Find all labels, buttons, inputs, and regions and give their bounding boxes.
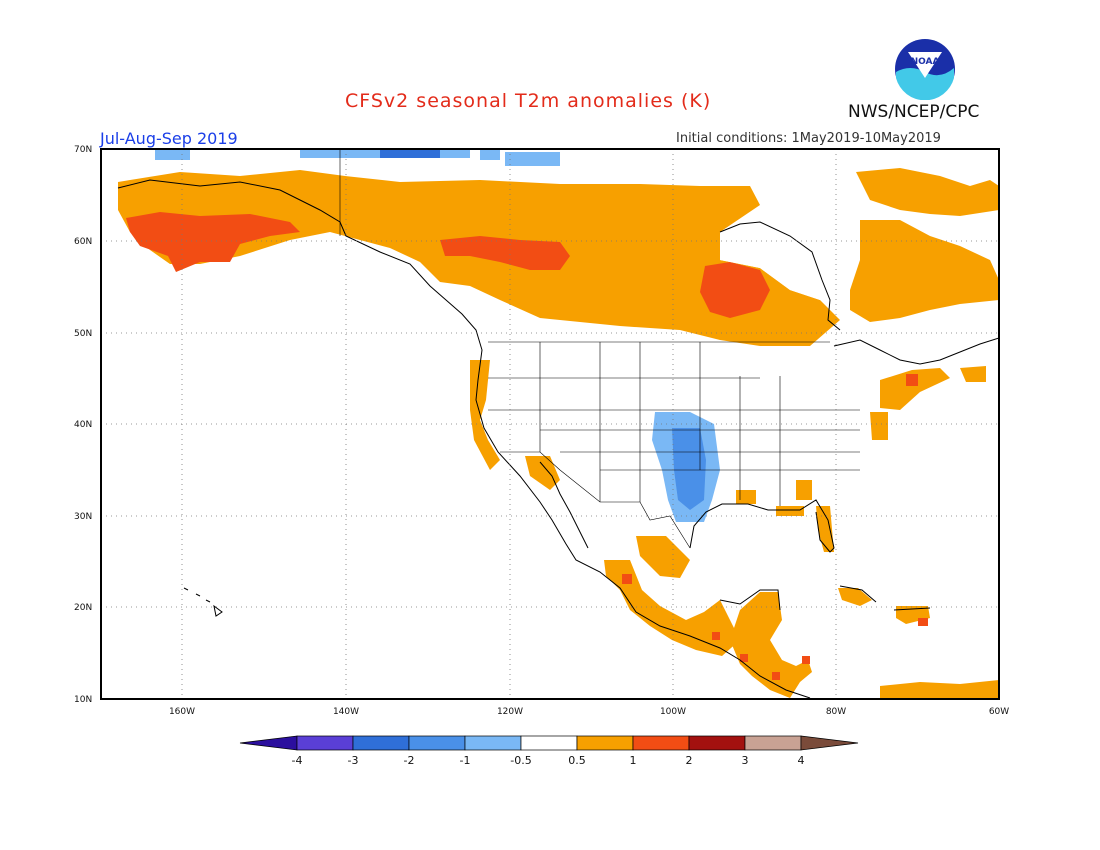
caribbean-strong-region xyxy=(918,618,928,626)
colorbar-swatch xyxy=(688,735,746,751)
great-plains-cooler-region xyxy=(672,428,706,510)
colorbar-swatch xyxy=(464,735,522,751)
plot-frame xyxy=(100,148,1000,700)
colorbar-arrow-low xyxy=(239,735,298,751)
new-england-strong-region xyxy=(906,374,918,386)
lon-label: 120W xyxy=(497,707,523,717)
lon-label: 160W xyxy=(169,707,195,717)
colorbar-tick-label: 3 xyxy=(742,754,749,767)
lat-label: 30N xyxy=(74,512,92,522)
lat-label: 20N xyxy=(74,603,92,613)
labrador-warm-region xyxy=(850,220,999,322)
grid xyxy=(101,149,999,699)
lat-label: 70N xyxy=(74,145,92,155)
colorbar-tick-label: -4 xyxy=(292,754,303,767)
colorbar-arrow-high xyxy=(800,735,859,751)
colorbar-tick-label: 2 xyxy=(686,754,693,767)
lon-label: 100W xyxy=(660,707,686,717)
anomaly-fields xyxy=(117,149,999,699)
central-america-strong-region xyxy=(740,654,810,680)
longitude-labels: 160W 140W 120W 100W 80W 60W xyxy=(169,707,1009,717)
southwest-warm-region xyxy=(525,456,560,490)
alaska-south-strong-region xyxy=(126,212,300,272)
canada-neutral-gap xyxy=(720,230,840,300)
colorbar-tick-label: -1 xyxy=(460,754,471,767)
greenland-warm-region xyxy=(856,168,999,216)
new-england-warm-region xyxy=(870,366,986,440)
lat-label: 60N xyxy=(74,237,92,247)
forecast-period: Jul-Aug-Sep 2019 xyxy=(100,129,238,148)
latitude-labels: 70N 60N 50N 40N 30N 20N 10N xyxy=(74,145,92,705)
alaska-warm-region xyxy=(118,170,840,346)
colorbar-tick-label: -3 xyxy=(348,754,359,767)
arctic-cooler-region xyxy=(380,149,440,158)
colorbar-tick-label: 1 xyxy=(630,754,637,767)
hudson-bay-strong-region xyxy=(700,262,770,318)
map-title: CFSv2 seasonal T2m anomalies (K) xyxy=(345,90,712,112)
initial-conditions: Initial conditions: 1May2019-10May2019 xyxy=(676,131,941,146)
noaa-logo-gull xyxy=(908,52,942,78)
coastlines xyxy=(117,179,999,699)
colorbar-swatch xyxy=(744,735,802,751)
agency-label: NWS/NCEP/CPC xyxy=(848,102,980,122)
colorbar-swatch xyxy=(296,735,354,751)
political-borders xyxy=(339,150,860,549)
colorbar-swatch xyxy=(520,735,578,751)
colorbar-swatch xyxy=(632,735,690,751)
central-america-warm-region xyxy=(730,592,812,698)
lat-label: 40N xyxy=(74,420,92,430)
colorbar-swatch xyxy=(408,735,466,751)
colorbar-swatch xyxy=(352,735,410,751)
lat-label: 50N xyxy=(74,329,92,339)
noaa-logo-text: NOAA xyxy=(911,57,940,67)
mexico-strong-region xyxy=(622,574,720,640)
colorbar-tick-label: 4 xyxy=(798,754,805,767)
mexico-warm-region xyxy=(604,536,740,656)
lat-label: 10N xyxy=(74,695,92,705)
colorbar-tick-label: 0.5 xyxy=(568,754,586,767)
caribbean-warm-region xyxy=(838,588,999,699)
colorbar-swatch xyxy=(576,735,634,751)
nw-canada-strong-region xyxy=(440,236,570,270)
lon-label: 60W xyxy=(989,707,1009,717)
noaa-logo: NOAA xyxy=(895,39,955,100)
lon-label: 140W xyxy=(333,707,359,717)
arctic-cool-region xyxy=(155,149,560,166)
hawaii-islands xyxy=(183,587,223,617)
colorbar: -4 -3 -2 -1 -0.5 0.5 1 2 3 4 xyxy=(239,735,859,767)
noaa-logo-wave xyxy=(896,68,954,100)
gulf-warm-region xyxy=(736,480,834,552)
lon-label: 80W xyxy=(826,707,846,717)
colorbar-tick-label: -0.5 xyxy=(510,754,531,767)
colorbar-tick-label: -2 xyxy=(404,754,415,767)
